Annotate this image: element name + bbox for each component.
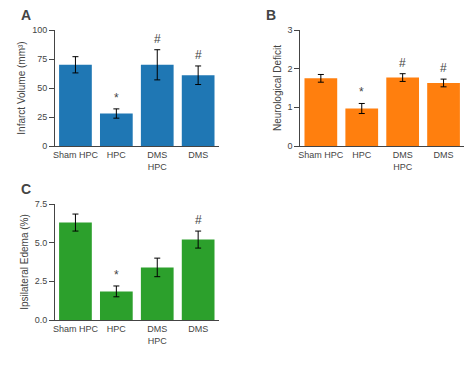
- svg-text:Sham HPC: Sham HPC: [53, 150, 99, 160]
- svg-text:DMS: DMS: [188, 324, 208, 334]
- svg-text:HPC: HPC: [107, 324, 127, 334]
- svg-text:HPC: HPC: [107, 150, 127, 160]
- svg-text:Sham HPC: Sham HPC: [53, 324, 99, 334]
- svg-text:7.5: 7.5: [35, 199, 48, 209]
- svg-text:25: 25: [37, 112, 47, 122]
- svg-text:Ipsilateral Edema (%): Ipsilateral Edema (%): [19, 214, 30, 310]
- svg-text:0.0: 0.0: [35, 315, 48, 325]
- svg-text:B: B: [266, 7, 276, 23]
- svg-text:DMSHPC: DMSHPC: [147, 324, 167, 346]
- svg-text:50: 50: [37, 83, 47, 93]
- svg-text:2: 2: [288, 64, 293, 74]
- svg-text:A: A: [21, 7, 31, 23]
- svg-text:DMS: DMS: [188, 150, 208, 160]
- svg-text:HPC: HPC: [352, 150, 372, 160]
- svg-text:DMSHPC: DMSHPC: [147, 150, 167, 172]
- svg-text:#: #: [399, 56, 406, 70]
- svg-text:Infarct Volume (mm³): Infarct Volume (mm³): [16, 41, 27, 134]
- svg-text:5.0: 5.0: [35, 238, 48, 248]
- svg-text:3: 3: [288, 25, 293, 35]
- svg-text:DMSHPC: DMSHPC: [393, 150, 413, 172]
- svg-text:0: 0: [42, 141, 47, 151]
- svg-text:C: C: [21, 181, 31, 197]
- svg-text:#: #: [440, 61, 447, 75]
- svg-text:#: #: [195, 213, 202, 227]
- svg-text:75: 75: [37, 54, 47, 64]
- svg-text:100: 100: [32, 25, 47, 35]
- svg-text:1: 1: [288, 102, 293, 112]
- svg-text:#: #: [195, 48, 202, 62]
- svg-text:DMS: DMS: [434, 150, 454, 160]
- svg-text:0: 0: [288, 141, 293, 151]
- svg-text:Sham HPC: Sham HPC: [298, 150, 344, 160]
- svg-text:*: *: [359, 85, 364, 99]
- svg-text:#: #: [154, 32, 161, 46]
- svg-text:2.5: 2.5: [35, 276, 48, 286]
- svg-text:*: *: [114, 91, 119, 105]
- svg-text:Neurological Deficit: Neurological Deficit: [272, 45, 283, 131]
- svg-text:*: *: [114, 268, 119, 282]
